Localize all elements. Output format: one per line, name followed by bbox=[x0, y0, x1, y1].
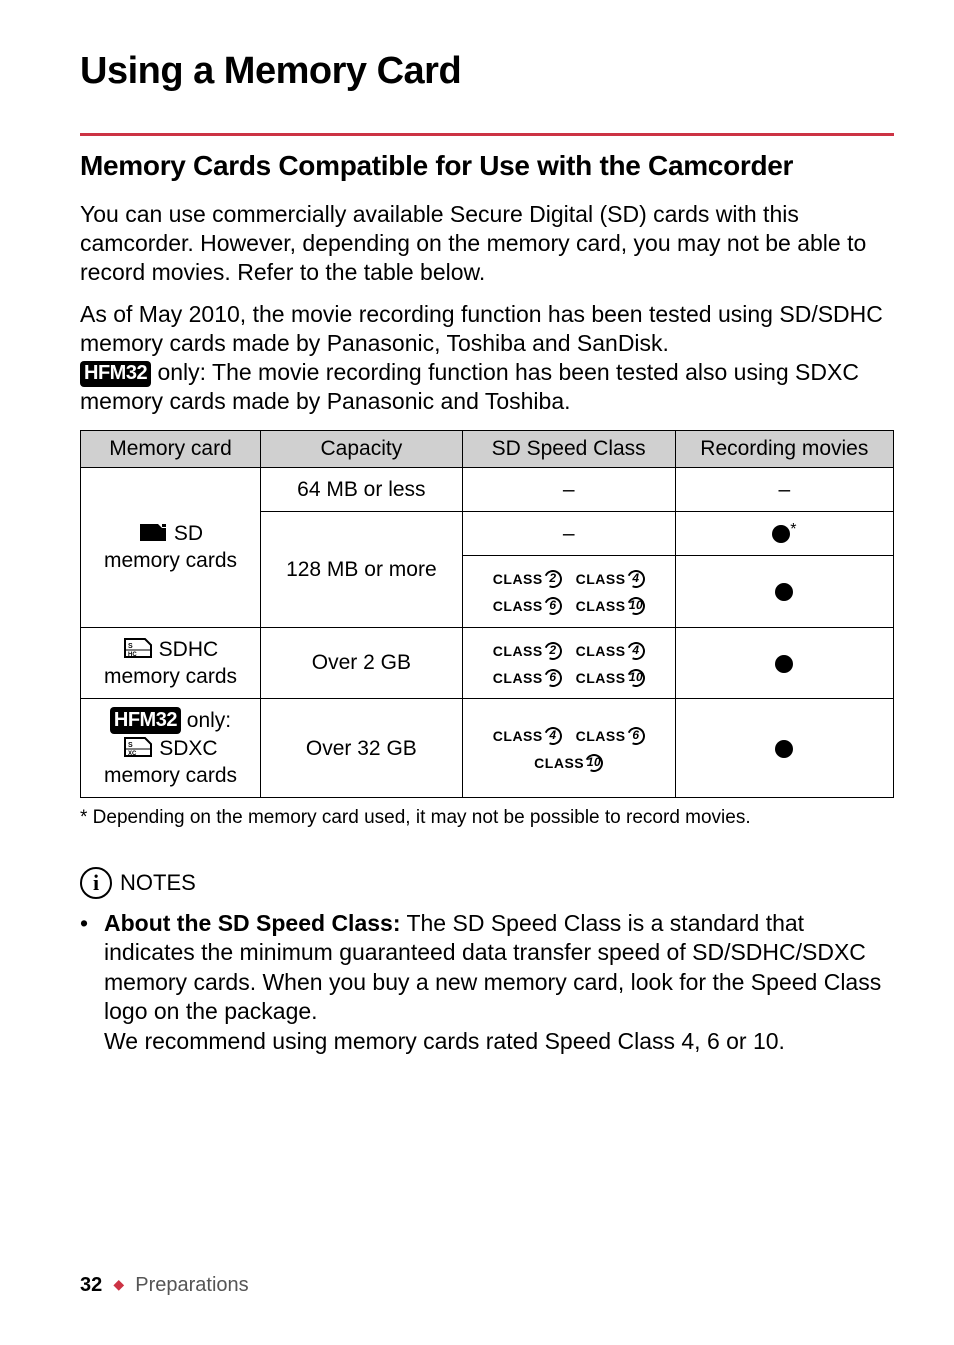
table-row: S HC SDHC memory cards Over 2 GB CLASS2 … bbox=[81, 627, 894, 699]
sdxc-only-text: only: bbox=[181, 709, 231, 732]
cell-classes-4-6-10: CLASS4 CLASS6 CLASS10 bbox=[462, 699, 675, 798]
th-memory-card: Memory card bbox=[81, 430, 261, 467]
notes-label: NOTES bbox=[120, 870, 196, 896]
cell-dot bbox=[675, 556, 893, 628]
intro-line-2a: As of May 2010, the movie recording func… bbox=[80, 301, 883, 356]
svg-text:S: S bbox=[128, 643, 133, 650]
dot-icon bbox=[775, 655, 793, 673]
notes-content: About the SD Speed Class: The SD Speed C… bbox=[104, 909, 894, 1056]
section-rule bbox=[80, 133, 894, 136]
footer-section: Preparations bbox=[135, 1274, 248, 1296]
dot-icon bbox=[772, 525, 790, 543]
diamond-icon: ◆ bbox=[113, 1276, 124, 1292]
star-mark: * bbox=[790, 521, 796, 538]
cell-dot bbox=[675, 627, 893, 699]
cell-sd-label: SD memory cards bbox=[81, 467, 261, 627]
dot-icon bbox=[775, 740, 793, 758]
cell-dash: – bbox=[675, 467, 893, 511]
th-capacity: Capacity bbox=[261, 430, 463, 467]
cell-sd-cap2: 128 MB or more bbox=[261, 511, 463, 627]
model-badge: HFM32 bbox=[80, 361, 151, 387]
section-title: Memory Cards Compatible for Use with the… bbox=[80, 150, 894, 182]
cell-dot bbox=[675, 699, 893, 798]
svg-text:S: S bbox=[128, 742, 133, 749]
svg-text:HC: HC bbox=[128, 652, 137, 658]
page-title: Using a Memory Card bbox=[80, 50, 894, 93]
cell-sdhc-cap: Over 2 GB bbox=[261, 627, 463, 699]
table-row: HFM32 only: S XC SDXCmemory cards Over 3… bbox=[81, 699, 894, 798]
intro-para-1: You can use commercially available Secur… bbox=[80, 200, 894, 286]
class-6-icon: CLASS6 bbox=[493, 669, 562, 687]
bullet-icon: • bbox=[80, 909, 104, 1056]
cell-dot-star: * bbox=[675, 511, 893, 555]
notes-bold: About the SD Speed Class: bbox=[104, 910, 400, 936]
table-header-row: Memory card Capacity SD Speed Class Reco… bbox=[81, 430, 894, 467]
class-4-icon: CLASS4 bbox=[493, 727, 562, 745]
class-10-icon: CLASS10 bbox=[534, 754, 603, 772]
class-4-icon: CLASS4 bbox=[576, 642, 645, 660]
svg-text:XC: XC bbox=[128, 751, 137, 757]
sdhc-card-icon: S HC bbox=[123, 637, 153, 659]
class-4-icon: CLASS4 bbox=[576, 570, 645, 588]
notes-item: • About the SD Speed Class: The SD Speed… bbox=[80, 909, 894, 1056]
cell-sdhc-label: S HC SDHC memory cards bbox=[81, 627, 261, 699]
class-10-icon: CLASS10 bbox=[576, 669, 645, 687]
cell-classes-2-4-6-10: CLASS2 CLASS4 CLASS6 CLASS10 bbox=[462, 627, 675, 699]
sd-label-text: SD memory cards bbox=[104, 522, 237, 572]
cell-sd-cap1: 64 MB or less bbox=[261, 467, 463, 511]
cell-sdxc-label: HFM32 only: S XC SDXCmemory cards bbox=[81, 699, 261, 798]
cell-dash: – bbox=[462, 467, 675, 511]
class-6-icon: CLASS6 bbox=[576, 727, 645, 745]
cell-sdxc-cap: Over 32 GB bbox=[261, 699, 463, 798]
class-10-icon: CLASS10 bbox=[576, 597, 645, 615]
info-icon: i bbox=[80, 867, 112, 899]
sdxc-card-icon: S XC bbox=[123, 736, 153, 758]
intro-line-2b: only: The movie recording function has b… bbox=[80, 359, 859, 414]
th-speed-class: SD Speed Class bbox=[462, 430, 675, 467]
dot-icon bbox=[775, 583, 793, 601]
page-number: 32 bbox=[80, 1274, 102, 1296]
class-2-icon: CLASS2 bbox=[493, 642, 562, 660]
cell-classes-2-4-6-10: CLASS2 CLASS4 CLASS6 CLASS10 bbox=[462, 556, 675, 628]
sd-card-icon bbox=[138, 521, 168, 543]
notes-text-2: We recommend using memory cards rated Sp… bbox=[104, 1028, 785, 1054]
class-6-icon: CLASS6 bbox=[493, 597, 562, 615]
th-recording: Recording movies bbox=[675, 430, 893, 467]
compatibility-table: Memory card Capacity SD Speed Class Reco… bbox=[80, 430, 894, 799]
table-row: SD memory cards 64 MB or less – – bbox=[81, 467, 894, 511]
table-footnote: * Depending on the memory card used, it … bbox=[80, 806, 894, 831]
cell-dash: – bbox=[462, 511, 675, 555]
model-badge: HFM32 bbox=[110, 707, 181, 734]
page-footer: 32 ◆ Preparations bbox=[80, 1274, 249, 1297]
class-2-icon: CLASS2 bbox=[493, 570, 562, 588]
notes-header: i NOTES bbox=[80, 867, 894, 899]
intro-para-2: As of May 2010, the movie recording func… bbox=[80, 300, 894, 415]
